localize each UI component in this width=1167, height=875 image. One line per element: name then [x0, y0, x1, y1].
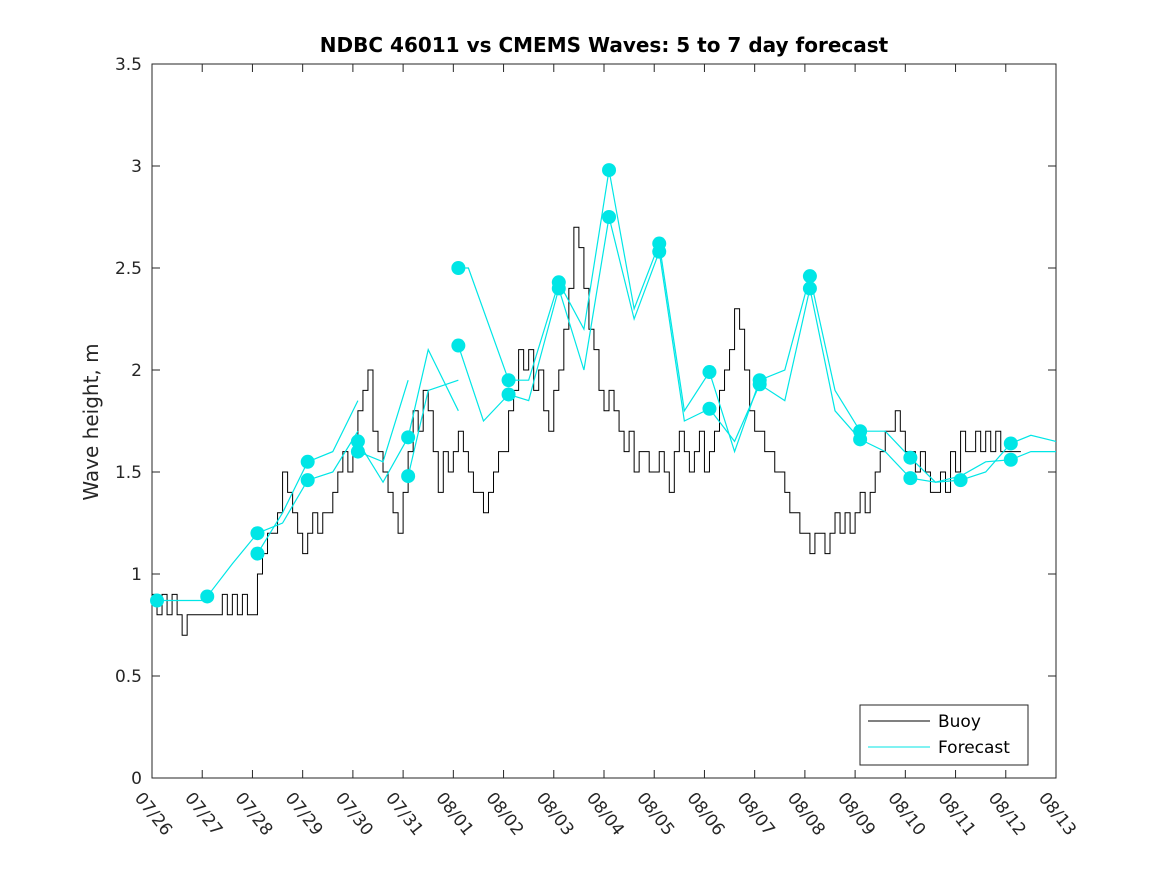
forecast-series-line — [608, 169, 660, 312]
forecast-marker — [802, 281, 817, 296]
forecast-marker — [451, 338, 466, 353]
forecast-marker — [702, 365, 717, 380]
forecast-marker — [652, 244, 667, 259]
forecast-marker — [853, 432, 868, 447]
legend: Buoy Forecast — [859, 704, 1029, 766]
forecast-series-line — [960, 459, 1011, 477]
forecast-series-line — [357, 380, 409, 463]
forecast-series-line — [910, 475, 961, 483]
forecast-series-line — [206, 532, 258, 597]
y-axis-label: Wave height, m — [79, 343, 103, 500]
forecast-marker — [752, 377, 767, 392]
forecast-marker — [350, 434, 365, 449]
forecast-series-line — [759, 276, 811, 381]
legend-buoy-label: Buoy — [938, 712, 981, 732]
y-tick-label: 3 — [131, 157, 142, 177]
forecast-series-line — [859, 438, 911, 479]
forecast-marker — [501, 373, 516, 388]
forecast-marker — [501, 387, 516, 402]
forecast-marker — [953, 473, 968, 488]
forecast-series-line — [407, 379, 459, 477]
forecast-marker — [401, 430, 416, 445]
forecast-series-line — [960, 443, 1012, 481]
forecast-series-line — [1010, 451, 1056, 461]
forecast-series-line — [558, 169, 610, 332]
forecast-series-line — [407, 347, 459, 438]
forecast-marker — [250, 546, 265, 561]
forecast-series-line — [508, 288, 560, 402]
legend-forecast-label: Forecast — [938, 738, 1010, 758]
forecast-series-line — [457, 345, 510, 423]
forecast-marker — [300, 473, 315, 488]
axes-box — [151, 63, 1057, 779]
y-tick-label: 0.5 — [115, 667, 142, 687]
forecast-series-line — [307, 400, 359, 463]
forecast-series-line — [759, 288, 811, 402]
forecast-series-line — [860, 430, 911, 459]
forecast-marker — [1003, 452, 1018, 467]
forecast-marker — [150, 593, 165, 608]
forecast-series-line — [307, 430, 359, 481]
y-tick-label: 1 — [131, 565, 142, 585]
forecast-marker — [350, 444, 365, 459]
forecast-series-line — [257, 479, 309, 534]
forecast-series-line — [658, 251, 710, 422]
forecast-series-line — [658, 243, 710, 413]
forecast-series-line — [256, 461, 309, 554]
forecast-series-line — [708, 384, 761, 443]
forecast-marker — [903, 471, 918, 486]
forecast-marker — [802, 269, 817, 284]
y-tick-label: 0 — [131, 769, 142, 789]
forecast-marker — [250, 526, 265, 541]
forecast-marker — [300, 454, 315, 469]
forecast-marker — [1003, 436, 1018, 451]
y-tick-label: 1.5 — [115, 463, 142, 483]
forecast-marker — [903, 450, 918, 465]
forecast-marker — [451, 261, 466, 275]
buoy-series-line — [152, 226, 1021, 636]
forecast-marker — [401, 469, 416, 484]
chart-title: NDBC 46011 vs CMEMS Waves: 5 to 7 day fo… — [320, 33, 889, 57]
forecast-marker — [702, 401, 717, 416]
y-tick-label: 2.5 — [115, 259, 142, 279]
forecast-marker — [602, 163, 617, 178]
y-tick-label: 3.5 — [115, 55, 142, 75]
plot-area — [150, 63, 1057, 779]
forecast-marker — [551, 281, 566, 296]
forecast-series-line — [1010, 434, 1057, 444]
y-tick-label: 2 — [131, 361, 142, 381]
forecast-marker — [200, 589, 215, 604]
forecast-marker — [602, 210, 617, 224]
forecast-series-line — [809, 288, 861, 440]
forecast-series-line — [809, 276, 861, 432]
forecast-series-line — [608, 216, 660, 322]
forecast-series-line — [558, 216, 610, 371]
legend-box — [859, 704, 1029, 766]
